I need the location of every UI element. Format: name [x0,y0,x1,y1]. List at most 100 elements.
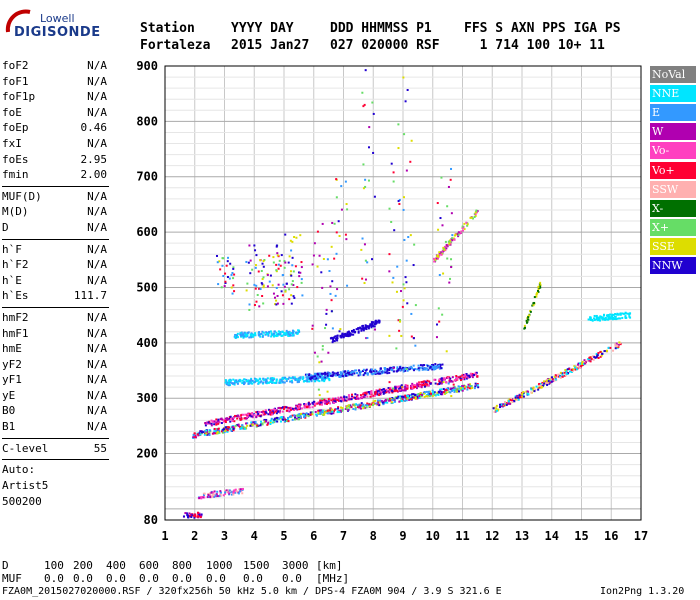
data-point [250,336,253,339]
data-point [237,423,240,426]
data-point [302,377,305,380]
data-point [251,423,254,426]
data-point [415,387,418,390]
data-point [261,262,264,265]
data-point [617,313,620,316]
data-point [276,409,279,412]
data-point [363,243,366,246]
data-point [277,407,280,410]
data-point [296,286,299,289]
param-row: foEs 2.95 [2,152,109,168]
data-point [313,404,316,407]
data-point [337,410,340,413]
data-point [269,330,272,333]
data-point [217,427,220,430]
data-point [538,283,541,286]
data-point [437,364,440,367]
data-point [434,394,437,397]
data-point [326,403,329,406]
data-point [599,350,602,353]
footer-muf-label: MUF [2,572,22,585]
data-point [254,420,257,423]
data-point [463,387,466,390]
data-point [398,329,401,332]
data-point [411,393,414,396]
data-point [611,318,614,321]
data-point [311,324,314,327]
data-point [262,286,265,289]
data-point [316,355,319,358]
data-point [194,434,197,437]
data-point [371,368,374,371]
data-point [321,374,324,377]
data-point [259,259,262,262]
data-point [379,372,382,375]
data-point [404,399,407,402]
data-point [419,393,422,396]
data-point [377,393,380,396]
data-point [288,333,291,336]
data-point [353,403,356,406]
data-point [596,354,599,357]
data-point [583,362,586,365]
data-point [404,385,407,388]
data-point [456,377,459,380]
data-point [250,421,253,424]
data-point [436,257,439,260]
data-point [207,493,210,496]
data-point [335,196,338,199]
data-point [298,378,301,381]
data-point [371,402,374,405]
data-point [427,384,430,387]
data-point [275,378,278,381]
data-point [331,341,334,344]
data-point [443,377,446,380]
data-point [350,396,353,399]
data-point [474,214,477,217]
data-point [229,381,232,384]
data-point [243,335,246,338]
data-point [262,265,265,268]
data-point [338,411,341,414]
data-point [217,418,220,421]
data-point [454,233,457,236]
data-point [388,399,391,402]
data-point [217,420,220,423]
data-point [246,413,249,416]
data-point [283,332,286,335]
param-group-5: C-level 55 [2,441,109,457]
data-point [341,409,344,412]
data-point [259,424,262,427]
data-point [426,383,429,386]
data-point [542,384,545,387]
data-point [346,405,349,408]
data-point [372,325,375,328]
data-point [385,391,388,394]
data-point [326,390,329,393]
data-point [354,330,357,333]
data-point [221,431,224,434]
data-point [310,376,313,379]
data-point [279,381,282,384]
data-point [341,407,344,410]
data-point [497,408,500,411]
legend-item-nne: NNE [650,85,696,103]
data-point [215,421,218,424]
data-point [426,395,429,398]
data-point [259,381,262,384]
data-point [334,408,337,411]
data-point [401,305,404,308]
data-point [362,105,365,108]
data-point [508,399,511,402]
data-point [368,126,371,129]
data-point [244,333,247,336]
data-point [290,377,293,380]
data-point [243,426,246,429]
data-point [228,277,231,280]
data-point [430,366,433,369]
data-point [466,224,469,227]
data-point [440,367,443,370]
data-point [509,402,512,405]
data-point [259,335,262,338]
data-point [416,368,419,371]
